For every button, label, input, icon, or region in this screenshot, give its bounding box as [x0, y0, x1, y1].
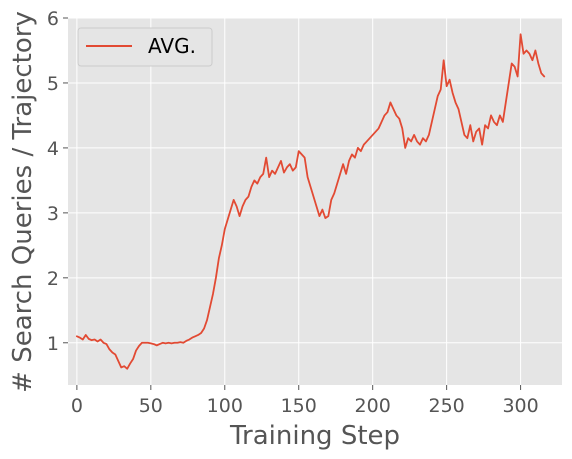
y-axis-label: # Search Queries / Trajectory — [8, 11, 38, 393]
x-tick-label: 100 — [207, 395, 243, 417]
legend-box — [77, 27, 213, 67]
series-line-avg — [75, 33, 546, 370]
y-tick-label: 1 — [47, 333, 59, 355]
legend: AVG. — [77, 27, 213, 67]
y-tick-label: 3 — [47, 203, 59, 225]
x-tick-label: 300 — [502, 395, 538, 417]
y-tick-label: 4 — [47, 138, 59, 160]
x-axis-ticks: 0 50 100 150 200 250 300 — [71, 385, 539, 417]
series-layer — [75, 33, 546, 370]
y-axis-ticks: 1 2 3 4 5 6 — [47, 8, 68, 355]
x-axis-label: Training Step — [229, 421, 400, 451]
x-tick-label: 0 — [71, 395, 83, 417]
y-tick-label: 5 — [47, 73, 59, 95]
y-tick-label: 6 — [47, 8, 59, 30]
y-tick-label: 2 — [47, 268, 59, 290]
legend-label-avg: AVG. — [148, 34, 196, 58]
x-tick-label: 250 — [429, 395, 465, 417]
x-tick-label: 50 — [139, 395, 163, 417]
x-tick-label: 200 — [355, 395, 391, 417]
x-tick-label: 150 — [281, 395, 317, 417]
